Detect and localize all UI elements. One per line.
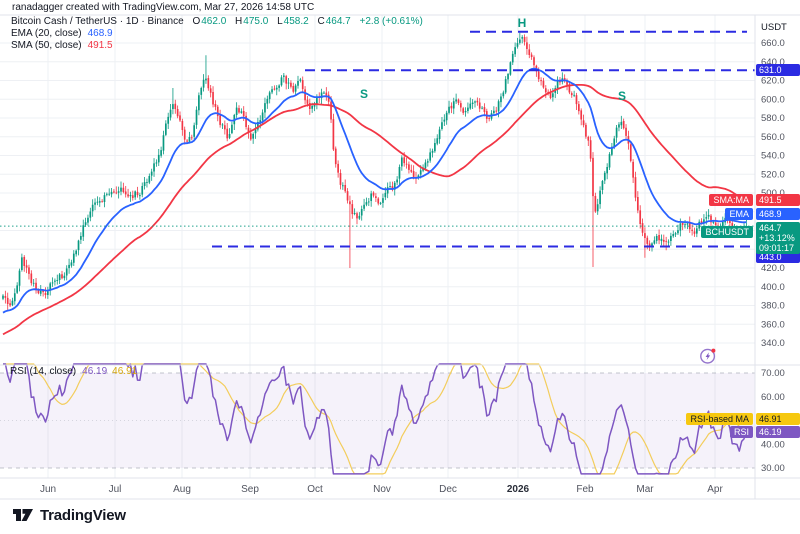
sma-legend-row[interactable]: SMA (50, close) 491.5 (11, 40, 423, 52)
sma-tag: SMA:MA (709, 194, 753, 207)
axis-tick-label: 30.00 (761, 463, 785, 474)
axis-tick-label: 580.0 (761, 113, 785, 124)
axis-tick-label: 400.0 (761, 282, 785, 293)
sma-value-badge: 491.5 (756, 194, 800, 207)
axis-tick-label: Jun (40, 484, 56, 495)
attribution-text: ranadagger created with TradingView.com,… (12, 2, 315, 13)
axis-tick-label: 380.0 (761, 301, 785, 312)
axis-tick-label: 420.0 (761, 263, 785, 274)
rsi-tag: RSI (729, 426, 753, 439)
low-value: 458.2 (283, 16, 309, 27)
sma-value: 491.5 (87, 40, 113, 51)
high-value: 475.0 (243, 16, 269, 27)
tradingview-logo[interactable]: TradingView (12, 506, 126, 524)
axis-tick-label: Mar (636, 484, 654, 495)
close-label: C (317, 16, 325, 27)
symbol-legend-row[interactable]: Bitcoin Cash / TetherUS · 1D · Binance O… (11, 16, 423, 28)
axis-tick-label: 660.0 (761, 38, 785, 49)
axis-tick-label: 620.0 (761, 76, 785, 87)
axis-tick-label: USDT (761, 22, 787, 33)
rsi-legend-row[interactable]: RSI (14, close) 46.19 46.91 (10, 366, 137, 377)
axis-tick-label: 70.00 (761, 368, 785, 379)
axis-tick-label: 500.0 (761, 188, 785, 199)
change-value: +2.8 (+0.61%) (359, 16, 423, 27)
pattern-label-S: S (618, 89, 626, 103)
axis-tick-label: Oct (307, 484, 323, 495)
symbol-title: Bitcoin Cash / TetherUS · 1D · Binance (11, 16, 184, 27)
sma-50-line (2, 84, 747, 336)
rsi-ma-value-badge: 46.91 (756, 413, 800, 426)
axis-tick-label: 540.0 (761, 151, 785, 162)
rsi-value: 46.19 (82, 366, 108, 377)
axis-tick-label: Feb (576, 484, 594, 495)
axis-tick-label: 640.0 (761, 57, 785, 68)
main-legend: Bitcoin Cash / TetherUS · 1D · Binance O… (11, 16, 423, 52)
axis-tick-label: 520.0 (761, 169, 785, 180)
down-candle-bodies (4, 37, 741, 306)
axis-tick-label: Nov (373, 484, 391, 495)
axis-tick-label: Apr (707, 484, 723, 495)
axis-tick-label: Dec (439, 484, 457, 495)
rsi-ma-line (3, 363, 747, 475)
high-label: H (235, 16, 243, 27)
rsi-value-badge: 46.19 (756, 426, 800, 439)
ema-label: EMA (20, close) (11, 28, 82, 39)
ema-20-line (2, 67, 747, 314)
pattern-label-S: S (360, 87, 368, 101)
rsi-ma-tag: RSI-based MA (686, 413, 753, 426)
ema-value-badge: 468.9 (756, 207, 800, 220)
ema-legend-row[interactable]: EMA (20, close) 468.9 (11, 28, 423, 40)
open-value: 462.0 (201, 16, 227, 27)
axis-tick-label: 2026 (507, 484, 530, 495)
axis-tick-label: 40.00 (761, 439, 785, 450)
rsi-label: RSI (14, close) (10, 366, 77, 377)
pattern-label-H: H (518, 16, 527, 30)
sma-label: SMA (50, close) (11, 40, 82, 51)
up-candle-bodies (2, 37, 748, 306)
support-level-badge: 443.0 (756, 250, 800, 263)
boost-lightning-icon[interactable] (699, 347, 717, 365)
axis-tick-label: 360.0 (761, 319, 785, 330)
ema-tag: EMA (725, 207, 753, 220)
tradingview-logo-text: TradingView (40, 506, 126, 524)
open-label: O (192, 16, 201, 27)
ema-value: 468.9 (87, 28, 113, 39)
close-value: 464.7 (325, 16, 351, 27)
axis-tick-label: 340.0 (761, 338, 785, 349)
low-label: L (277, 16, 283, 27)
axis-tick-label: 560.0 (761, 132, 785, 143)
axis-tick-label: 60.00 (761, 392, 785, 403)
axis-tick-label: 600.0 (761, 94, 785, 105)
axis-tick-label: Aug (173, 484, 191, 495)
last-price-badge: 464.7 +13.12% 09:01:17 (756, 221, 800, 254)
neckline-level-badge: 631.0 (756, 63, 800, 76)
rsi-ma-value: 46.91 (112, 366, 138, 377)
rsi-band (0, 373, 755, 468)
symbol-tag: BCHUSDT (701, 225, 753, 238)
tradingview-logo-icon (13, 509, 33, 521)
axis-tick-label: Sep (241, 484, 259, 495)
axis-tick-label: Jul (109, 484, 122, 495)
